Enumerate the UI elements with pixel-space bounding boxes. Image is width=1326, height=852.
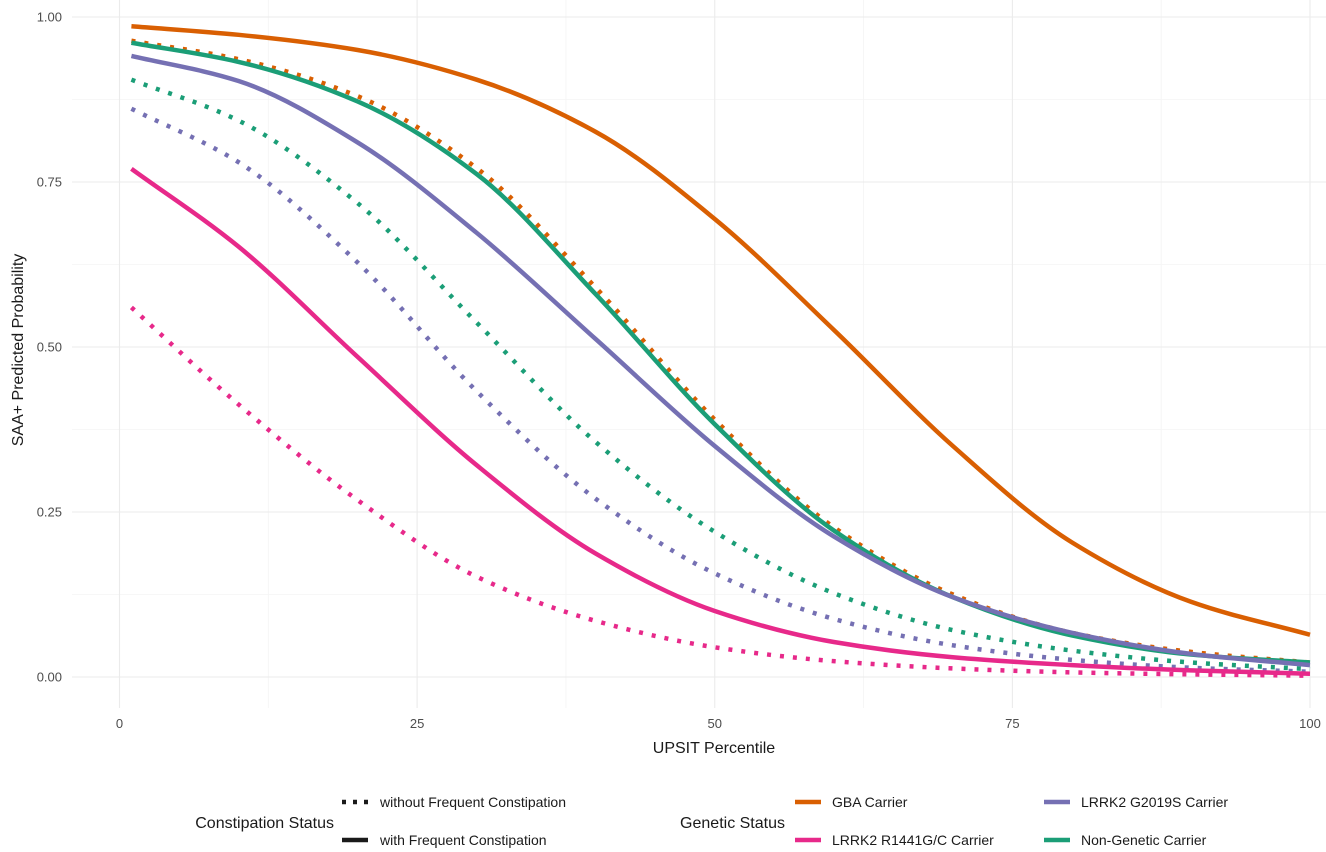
- legend-label-with-constipation: with Frequent Constipation: [379, 832, 547, 848]
- legend-genetic: Genetic Status GBA Carrier LRRK2 G2019S …: [680, 794, 1228, 848]
- y-tick-label: 1.00: [37, 10, 62, 25]
- series-line-lrrk2-r1441g-c-carrier-with-constipation: [130, 166, 1311, 676]
- series-line-non-genetic-carrier-without-constipation: [130, 77, 1311, 672]
- series-line-non-genetic-carrier-with-constipation: [131, 40, 1311, 665]
- legend-constipation-title: Constipation Status: [195, 815, 334, 832]
- x-tick-label: 100: [1299, 716, 1321, 731]
- series-line-lrrk2-r1441g-c-carrier-without-constipation: [129, 305, 1311, 678]
- x-tick-label: 25: [410, 716, 424, 731]
- legend-label-gba: GBA Carrier: [832, 794, 908, 810]
- grid-layer: [72, 0, 1326, 708]
- series-line-lrrk2-g2019s-carrier-with-constipation: [130, 53, 1311, 668]
- series-layer: [129, 23, 1311, 678]
- y-tick-label: 0.25: [37, 505, 62, 520]
- series-line-lrrk2-g2019s-carrier-without-constipation: [130, 106, 1311, 674]
- y-tick-label: 0.00: [37, 670, 62, 685]
- x-axis-title: UPSIT Percentile: [653, 740, 776, 757]
- series-line-gba-carrier-without-constipation: [131, 38, 1311, 665]
- legend-label-lrrk2-r1441: LRRK2 R1441G/C Carrier: [832, 832, 994, 848]
- legend-genetic-title: Genetic Status: [680, 815, 785, 832]
- series-line-gba-carrier-with-constipation: [131, 23, 1311, 637]
- x-tick-label: 50: [708, 716, 722, 731]
- x-tick-label: 75: [1005, 716, 1019, 731]
- y-tick-label: 0.75: [37, 175, 62, 190]
- legend-label-without-constipation: without Frequent Constipation: [379, 794, 566, 810]
- y-axis-title: SAA+ Predicted Probability: [10, 254, 27, 447]
- x-tick-label: 0: [116, 716, 123, 731]
- y-tick-label: 0.50: [37, 340, 62, 355]
- legend-label-lrrk2-g2019s: LRRK2 G2019S Carrier: [1081, 794, 1228, 810]
- legend-constipation: Constipation Status without Frequent Con…: [195, 794, 566, 848]
- legend-label-non-genetic: Non-Genetic Carrier: [1081, 832, 1207, 848]
- tick-layer: 0 25 50 75 100 0.00 0.25 0.50 0.75 1.00: [37, 10, 1321, 732]
